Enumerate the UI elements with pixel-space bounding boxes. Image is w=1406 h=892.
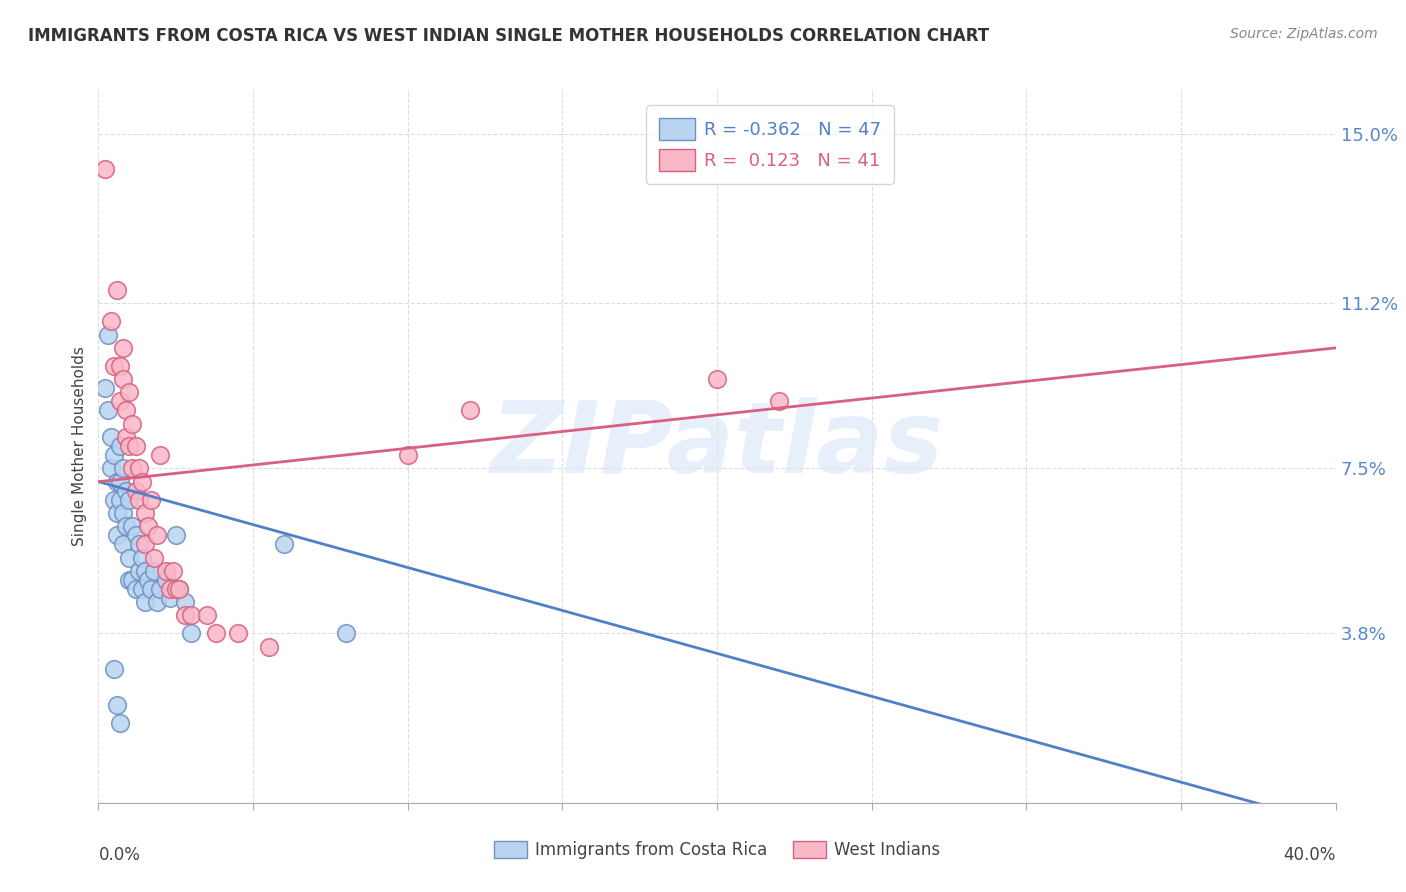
Text: Source: ZipAtlas.com: Source: ZipAtlas.com [1230,27,1378,41]
Point [396,448,419,462]
Point [155,573,177,587]
Point [136,573,159,587]
Point [93,162,115,177]
Point [205,626,228,640]
Point [121,461,143,475]
Point [134,564,156,578]
Point [180,626,202,640]
Point [134,595,156,609]
Point [159,591,181,605]
Point [131,582,153,596]
Point [105,528,128,542]
Point [149,448,172,462]
Point [167,582,190,596]
Point [149,582,172,596]
Point [706,372,728,386]
Point [103,492,125,507]
Point [257,640,280,654]
Point [167,582,190,596]
Point [155,564,177,578]
Point [273,537,295,551]
Point [335,626,357,640]
Point [162,564,184,578]
Point [134,506,156,520]
Point [118,550,141,565]
Point [103,662,125,676]
Text: ZIPatlas: ZIPatlas [491,398,943,494]
Point [131,550,153,565]
Point [115,483,138,498]
Point [118,385,141,400]
Point [108,359,131,373]
Point [174,595,197,609]
Point [93,381,115,395]
Point [103,448,125,462]
Point [134,537,156,551]
Point [121,573,143,587]
Point [112,506,135,520]
Point [143,564,166,578]
Point [118,492,141,507]
Text: IMMIGRANTS FROM COSTA RICA VS WEST INDIAN SINGLE MOTHER HOUSEHOLDS CORRELATION C: IMMIGRANTS FROM COSTA RICA VS WEST INDIA… [28,27,990,45]
Point [458,403,481,417]
Point [108,439,131,453]
Point [159,582,181,596]
Point [112,537,135,551]
Text: 0.0%: 0.0% [98,846,141,863]
Point [180,608,202,623]
Point [226,626,249,640]
Point [108,715,131,730]
Point [124,439,146,453]
Point [100,430,122,444]
Point [118,439,141,453]
Point [112,372,135,386]
Point [121,417,143,431]
Point [124,528,146,542]
Point [105,475,128,489]
Point [165,582,187,596]
Point [115,519,138,533]
Point [100,461,122,475]
Point [174,608,197,623]
Point [128,564,150,578]
Text: 40.0%: 40.0% [1284,846,1336,863]
Point [108,475,131,489]
Point [768,394,790,409]
Point [118,573,141,587]
Point [97,327,120,342]
Point [108,394,131,409]
Point [115,403,138,417]
Point [124,582,146,596]
Point [128,461,150,475]
Point [165,528,187,542]
Point [139,582,162,596]
Point [115,430,138,444]
Point [108,492,131,507]
Point [146,595,169,609]
Point [128,537,150,551]
Point [100,314,122,328]
Point [139,492,162,507]
Point [121,519,143,533]
Point [103,359,125,373]
Legend: Immigrants from Costa Rica, West Indians: Immigrants from Costa Rica, West Indians [486,834,948,866]
Point [128,492,150,507]
Point [105,506,128,520]
Point [112,461,135,475]
Point [105,283,128,297]
Point [124,483,146,498]
Point [131,475,153,489]
Y-axis label: Single Mother Households: Single Mother Households [72,346,87,546]
Point [195,608,218,623]
Point [97,403,120,417]
Point [112,341,135,355]
Point [105,698,128,712]
Point [146,528,169,542]
Point [143,550,166,565]
Point [136,519,159,533]
